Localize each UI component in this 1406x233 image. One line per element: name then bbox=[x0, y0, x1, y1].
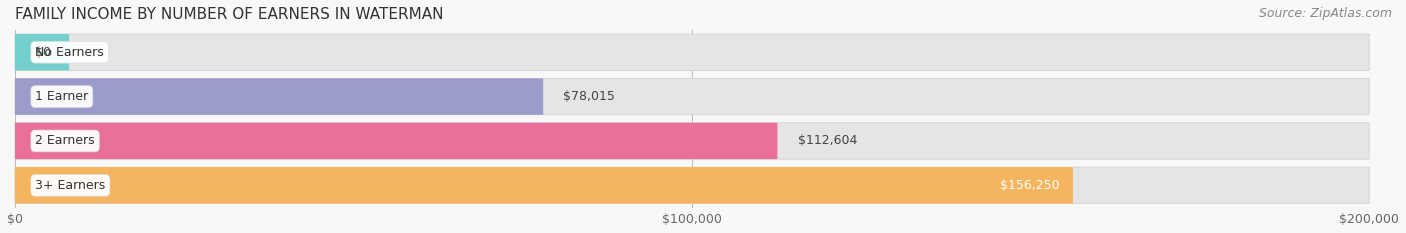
Text: No Earners: No Earners bbox=[35, 46, 104, 59]
Text: $0: $0 bbox=[35, 46, 51, 59]
Text: $112,604: $112,604 bbox=[797, 134, 858, 147]
Text: 2 Earners: 2 Earners bbox=[35, 134, 94, 147]
Text: $156,250: $156,250 bbox=[1000, 179, 1059, 192]
FancyBboxPatch shape bbox=[15, 167, 1073, 203]
FancyBboxPatch shape bbox=[15, 34, 1369, 70]
Text: 3+ Earners: 3+ Earners bbox=[35, 179, 105, 192]
FancyBboxPatch shape bbox=[15, 123, 1369, 159]
Text: $78,015: $78,015 bbox=[564, 90, 616, 103]
Text: Source: ZipAtlas.com: Source: ZipAtlas.com bbox=[1258, 7, 1392, 20]
Text: 1 Earner: 1 Earner bbox=[35, 90, 89, 103]
Text: FAMILY INCOME BY NUMBER OF EARNERS IN WATERMAN: FAMILY INCOME BY NUMBER OF EARNERS IN WA… bbox=[15, 7, 443, 22]
FancyBboxPatch shape bbox=[15, 79, 1369, 115]
FancyBboxPatch shape bbox=[15, 34, 69, 70]
FancyBboxPatch shape bbox=[15, 167, 1369, 203]
FancyBboxPatch shape bbox=[15, 79, 543, 115]
FancyBboxPatch shape bbox=[15, 123, 778, 159]
